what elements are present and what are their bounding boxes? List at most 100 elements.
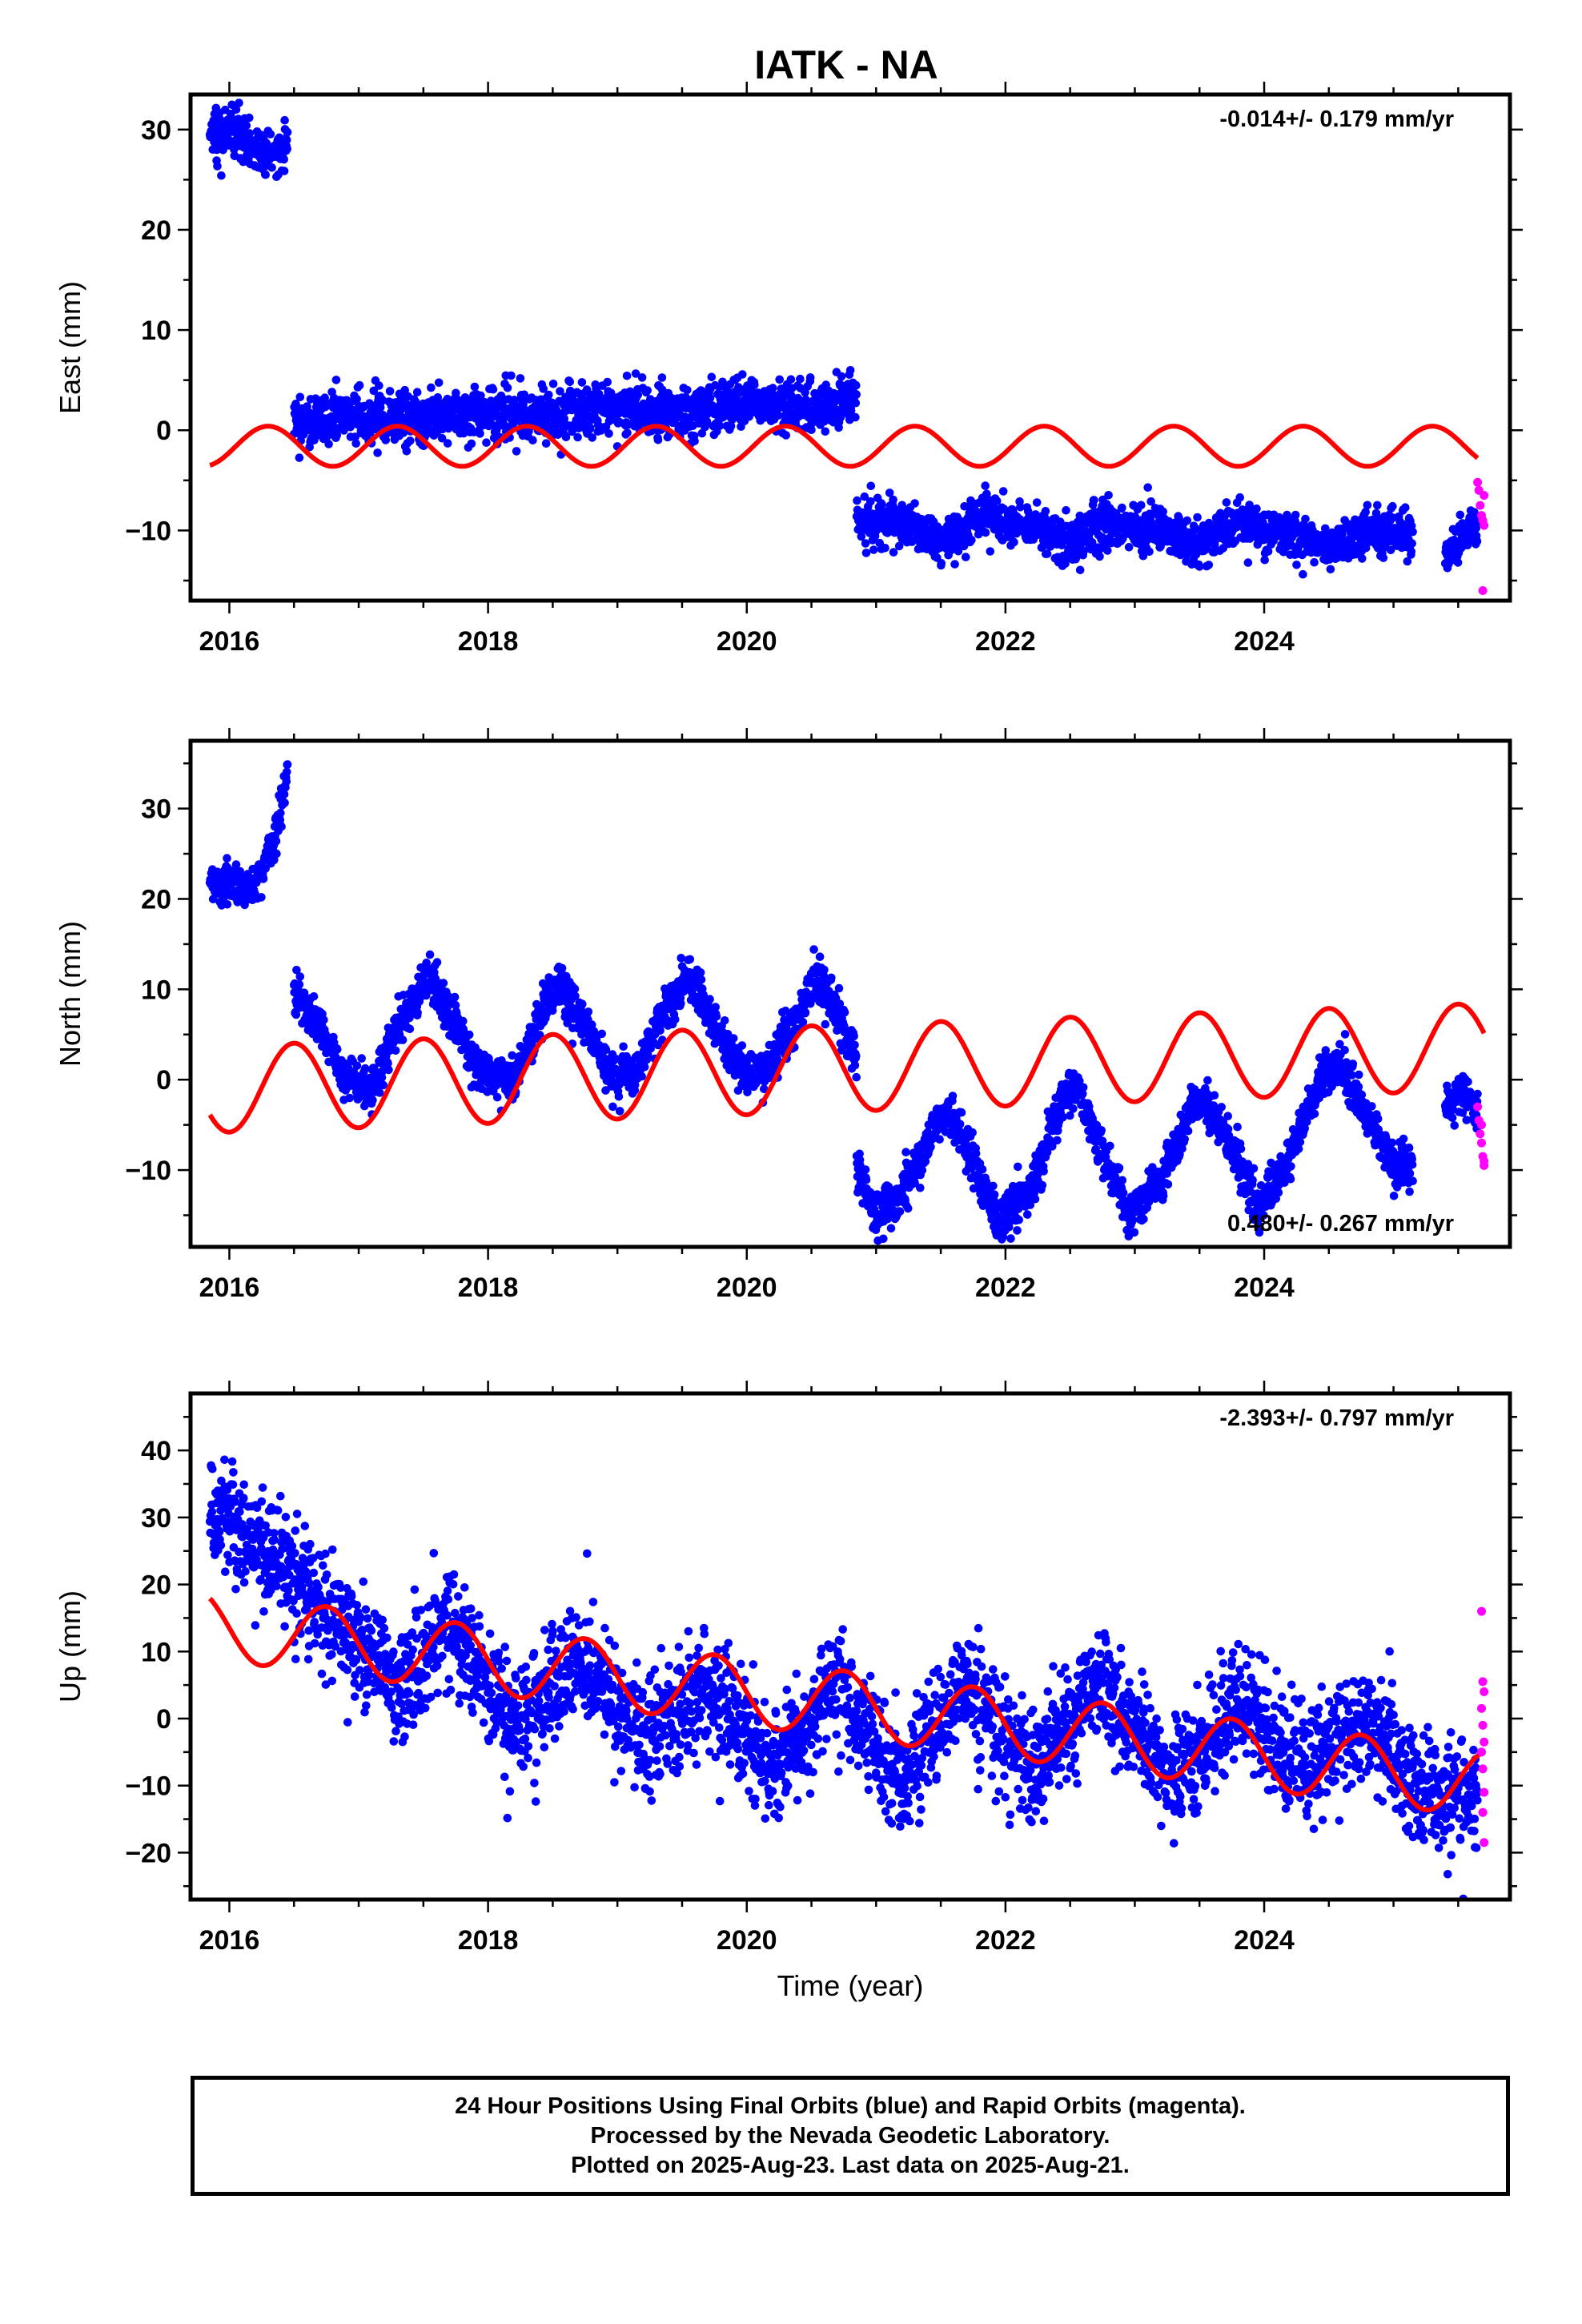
north-final-orbit-point <box>422 959 431 967</box>
east-final-orbit-point <box>548 380 558 388</box>
east-final-orbit-point <box>541 439 551 448</box>
north-final-orbit-point <box>809 945 818 954</box>
east-final-orbit-point <box>283 127 292 137</box>
east-final-orbit-point <box>1456 510 1465 520</box>
east-final-orbit-point <box>1407 547 1416 556</box>
north-final-orbit-point <box>760 1084 769 1094</box>
north-final-orbit-point <box>223 900 232 909</box>
east-final-orbit-point <box>889 495 897 505</box>
north-final-orbit-point <box>619 1042 628 1051</box>
east-final-orbit-point <box>894 541 904 551</box>
east-final-orbit-point <box>1388 501 1397 511</box>
east-y-axis-label: East (mm) <box>54 281 86 414</box>
east-final-orbit-point <box>603 377 612 387</box>
east-final-orbit-point <box>1363 501 1372 510</box>
north-final-orbit-point <box>231 860 241 869</box>
east-final-orbit-point <box>585 423 595 432</box>
north-final-orbit-point <box>696 968 705 977</box>
east-x-tick-label: 2018 <box>458 626 519 657</box>
north-final-orbit-point <box>319 1015 328 1024</box>
east-x-tick-label: 2020 <box>717 626 777 657</box>
east-final-orbit-point <box>1032 498 1042 507</box>
east-final-orbit-point <box>279 155 289 164</box>
north-final-orbit-point <box>378 1068 387 1076</box>
east-final-orbit-point <box>1204 561 1214 569</box>
north-final-orbit-point <box>685 955 695 964</box>
north-final-orbit-point <box>508 1051 516 1060</box>
north-final-orbit-point <box>432 958 442 967</box>
north-final-orbit-point <box>368 1096 377 1104</box>
east-final-orbit-point <box>1193 513 1202 522</box>
north-final-orbit-point <box>743 1088 752 1097</box>
east-final-orbit-point <box>1371 509 1381 518</box>
east-final-orbit-point <box>881 544 889 553</box>
north-final-orbit-point <box>240 900 249 910</box>
east-final-orbit-point <box>488 384 498 394</box>
north-final-orbit-point <box>588 1020 596 1029</box>
east-x-tick-label: 2024 <box>1234 626 1295 657</box>
east-final-orbit-point <box>470 382 480 392</box>
east-final-orbit-point <box>1260 555 1269 565</box>
north-final-orbit-point <box>705 995 714 1003</box>
north-final-orbit-point <box>375 1088 384 1097</box>
east-final-orbit-point <box>369 386 379 396</box>
east-final-orbit-point <box>1195 562 1204 571</box>
east-final-orbit-point <box>1235 493 1244 502</box>
north-final-orbit-point <box>614 1092 624 1101</box>
east-final-orbit-point <box>851 398 861 408</box>
east-final-orbit-point <box>738 370 747 379</box>
east-final-orbit-point <box>351 432 360 441</box>
east-final-orbit-point <box>910 499 919 508</box>
east-final-orbit-point <box>499 420 508 428</box>
east-final-orbit-point <box>503 384 512 392</box>
east-final-orbit-point <box>512 447 521 456</box>
east-final-orbit-point <box>1472 537 1482 545</box>
east-final-orbit-point <box>402 447 412 456</box>
north-final-orbit-point <box>450 992 460 1002</box>
east-final-orbit-point <box>1087 538 1097 547</box>
east-final-orbit-point <box>981 481 990 490</box>
north-final-orbit-point <box>282 767 291 777</box>
east-final-orbit-point <box>406 436 415 445</box>
north-final-orbit-point <box>291 1010 301 1019</box>
east-final-orbit-point <box>1386 545 1395 555</box>
north-final-orbit-point <box>697 975 706 984</box>
east-final-orbit-point <box>1291 510 1300 520</box>
east-final-orbit-point <box>774 411 783 420</box>
east-final-orbit-point <box>1358 554 1367 563</box>
north-final-orbit-point <box>815 952 825 961</box>
east-rapid-orbit-point <box>1480 521 1489 530</box>
north-final-orbit-point <box>640 1063 649 1072</box>
east-final-orbit-point <box>805 373 815 382</box>
north-final-orbit-point <box>332 1045 342 1054</box>
east-final-orbit-point <box>885 489 894 497</box>
north-final-orbit-point <box>601 1045 611 1055</box>
north-final-orbit-point <box>834 983 844 993</box>
north-final-orbit-point <box>729 1034 738 1043</box>
east-final-orbit-point <box>866 481 876 491</box>
east-final-orbit-point <box>852 380 861 390</box>
east-final-orbit-point <box>992 497 1002 505</box>
north-final-orbit-point <box>309 992 319 1001</box>
east-final-orbit-point <box>400 385 410 395</box>
north-final-orbit-point <box>223 854 231 862</box>
east-final-orbit-point <box>796 374 805 384</box>
east-final-orbit-point <box>869 545 878 554</box>
east-final-orbit-point <box>577 378 587 387</box>
east-final-orbit-point <box>242 121 251 131</box>
north-final-orbit-point <box>357 1054 367 1063</box>
north-final-orbit-point <box>563 1019 572 1027</box>
east-final-orbit-point <box>1075 565 1085 575</box>
east-rapid-orbit-point <box>1478 586 1488 595</box>
north-final-orbit-point <box>557 963 567 973</box>
east-final-orbit-point <box>1143 483 1152 492</box>
east-final-orbit-point <box>283 144 292 154</box>
east-final-orbit-point <box>715 421 725 430</box>
east-x-tick-label: 2016 <box>199 626 260 657</box>
east-final-orbit-point <box>1118 534 1127 544</box>
north-final-orbit-point <box>352 1061 362 1071</box>
east-final-orbit-point <box>1062 506 1070 515</box>
east-final-orbit-point <box>622 372 632 380</box>
